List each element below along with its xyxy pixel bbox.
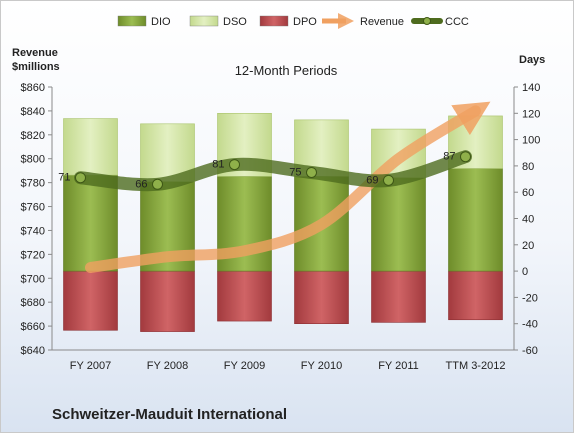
right-tick-label: 0 — [522, 266, 528, 278]
x-tick-label: FY 2010 — [301, 360, 342, 372]
ccc-data-label: 75 — [289, 166, 301, 178]
ccc-data-label: 71 — [58, 172, 70, 184]
ccc-data-label: 66 — [135, 178, 147, 190]
legend-swatch-dso — [189, 15, 219, 27]
right-tick-label: -40 — [522, 319, 538, 331]
left-tick-label: $780 — [21, 178, 45, 190]
x-tick-label: FY 2011 — [378, 360, 419, 372]
legend-marker-ccc — [423, 17, 431, 25]
x-tick-label: TTM 3-2012 — [446, 360, 506, 372]
plot-area: $640 $660 $680 $700 $720 $740 $760 $780 $800 $820… — [21, 82, 541, 372]
left-tick-label: $640 — [21, 345, 45, 357]
bar-dpo — [63, 270, 118, 331]
bar-dio — [63, 174, 118, 272]
ccc-point — [229, 159, 240, 171]
legend-label-dio: DIO — [151, 16, 171, 28]
ccc-point — [383, 174, 394, 186]
left-tick-label: $820 — [21, 130, 45, 142]
right-tick-label: -60 — [522, 345, 538, 357]
bar-dso — [63, 118, 118, 176]
legend-swatch-dpo — [259, 15, 289, 27]
ccc-data-label: 81 — [212, 159, 224, 171]
legend-label-dso: DSO — [223, 16, 247, 28]
left-tick-label: $860 — [21, 82, 45, 94]
ccc-point — [306, 166, 317, 178]
right-tick-label: 40 — [522, 214, 534, 226]
company-name: Schweitzer-Mauduit International — [52, 406, 287, 423]
ccc-point — [460, 151, 471, 163]
left-tick-label: $680 — [21, 297, 45, 309]
left-tick-label: $760 — [21, 202, 45, 214]
left-tick-label: $840 — [21, 106, 45, 118]
x-tick-label: FY 2008 — [147, 360, 188, 372]
bar-dio — [448, 168, 503, 272]
ccc-point — [152, 178, 163, 190]
chart-title: 12-Month Periods — [235, 63, 338, 78]
chart-legend: DIO DSO DPO Revenue CCC — [117, 12, 469, 30]
right-tick-label: 80 — [522, 161, 534, 173]
left-axis-unit: $millions — [12, 61, 60, 73]
left-tick-label: $720 — [21, 249, 45, 261]
right-tick-label: -20 — [522, 292, 538, 304]
legend-label-ccc: CCC — [445, 16, 469, 28]
ccc-data-label: 69 — [366, 174, 378, 186]
right-tick-label: 60 — [522, 187, 534, 199]
left-tick-label: $660 — [21, 321, 45, 333]
left-axis-label: Revenue — [12, 47, 58, 59]
left-tick-label: $800 — [21, 154, 45, 166]
bar-dpo — [217, 270, 272, 322]
ccc-data-label: 87 — [443, 151, 455, 163]
legend-label-dpo: DPO — [293, 16, 317, 28]
bar-dpo — [140, 270, 195, 332]
ccc-point — [75, 172, 86, 184]
bar-dpo — [371, 270, 426, 323]
revenue-line — [85, 101, 491, 274]
bar-dio — [371, 177, 426, 272]
right-axis-label: Days — [519, 54, 545, 66]
right-tick-label: 140 — [522, 82, 540, 94]
left-tick-label: $740 — [21, 225, 45, 237]
legend-swatch-dio — [117, 15, 147, 27]
x-tick-label: FY 2009 — [224, 360, 265, 372]
x-tick-label: FY 2007 — [70, 360, 111, 372]
right-tick-label: 20 — [522, 240, 534, 252]
right-tick-label: 120 — [522, 108, 540, 120]
left-tick-label: $700 — [21, 273, 45, 285]
bar-dpo — [448, 270, 503, 321]
bar-dpo — [294, 270, 349, 325]
right-tick-label: 100 — [522, 135, 540, 147]
legend-label-revenue: Revenue — [360, 16, 404, 28]
